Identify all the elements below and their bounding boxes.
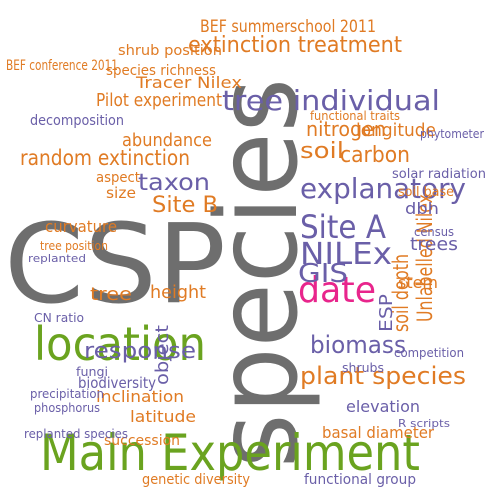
word: shrub position	[118, 43, 222, 59]
word: taxon	[138, 170, 210, 196]
word: competition	[394, 346, 464, 360]
word: extinction treatment	[188, 33, 402, 58]
word: precipitation	[30, 387, 104, 401]
word: functional group	[304, 472, 416, 488]
word: Unlabelled Nilex	[413, 194, 437, 322]
word: random extinction	[20, 146, 190, 170]
word: soil depth	[389, 254, 413, 332]
word: carbon	[340, 143, 410, 168]
word: latitude	[130, 407, 196, 426]
word: phytometer	[420, 127, 484, 141]
word: decomposition	[30, 113, 124, 129]
word: NILEx	[300, 237, 392, 272]
word: species	[193, 78, 323, 468]
word: functional traits	[310, 109, 400, 123]
word: fungi	[76, 365, 108, 379]
word: CN ratio	[34, 311, 84, 325]
word: response	[84, 339, 196, 364]
word: species richness	[106, 63, 216, 79]
word: basal diameter	[322, 423, 434, 442]
word: Site B	[152, 193, 218, 218]
word: aspect	[96, 170, 140, 186]
word: abundance	[122, 130, 212, 151]
word: GIS	[298, 259, 348, 289]
word: replanted	[28, 252, 86, 265]
word: date	[298, 270, 376, 311]
word: explanatory	[300, 172, 466, 205]
word: census	[414, 225, 454, 239]
word: curvature	[45, 217, 117, 236]
word: genetic diversity	[142, 472, 250, 488]
word: succession	[104, 433, 180, 449]
word: location	[34, 317, 206, 371]
word: R scripts	[398, 417, 450, 430]
word: biomass	[310, 331, 406, 359]
word: shrubs	[342, 361, 384, 375]
word: height	[150, 282, 206, 303]
word: tree individual	[222, 84, 440, 117]
word: biodiversity	[78, 374, 156, 392]
word: tree	[90, 284, 132, 305]
word: BEF summerschool 2011	[200, 17, 376, 37]
word: plant species	[300, 362, 466, 390]
word: soil base	[398, 185, 454, 200]
word: inclination	[96, 387, 184, 406]
word: ESP	[376, 294, 397, 332]
word: soil	[300, 139, 344, 164]
word: nitrogen	[306, 117, 386, 141]
word: phosphorus	[34, 401, 100, 415]
word: Pilot experiment	[96, 90, 222, 111]
word: stem	[398, 273, 438, 292]
word: tree position	[40, 239, 108, 253]
word: BEF conference 2011	[6, 58, 118, 74]
word: Main Experiment	[40, 424, 420, 482]
word: replanted species	[24, 427, 128, 441]
word: Tracer Nilex	[135, 73, 242, 92]
word: CSP	[4, 200, 226, 328]
word: Site A	[300, 208, 386, 246]
word: object	[152, 325, 173, 385]
word: dbh	[405, 199, 439, 218]
word: trees	[410, 234, 458, 255]
word: solar radiation	[392, 167, 486, 182]
word: size	[106, 184, 136, 202]
word: longitude	[356, 120, 436, 141]
word: elevation	[346, 397, 420, 416]
